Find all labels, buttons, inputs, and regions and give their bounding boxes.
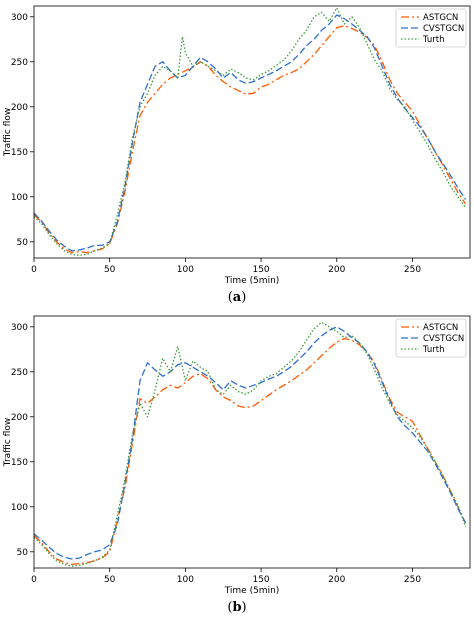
x-tick-label: 50 [104, 575, 116, 585]
series-line-astgcn [33, 337, 467, 566]
x-tick-label: 100 [177, 575, 194, 585]
x-axis-label: Time (5min) [224, 276, 280, 286]
line-chart-a: 0 50 100 150 200 250 50 100 150 200 250 300 Time (5m… [3, 5, 471, 286]
caption-a-letter: a [232, 290, 242, 305]
x-tick-label: 0 [31, 265, 37, 275]
plot-frame [33, 5, 471, 259]
legend-label-turth: Turth [422, 35, 445, 45]
chart-panel-a: 0 50 100 150 200 250 50 100 150 200 250 300 Time (5m… [0, 0, 474, 310]
series-line-turth [33, 321, 467, 567]
y-tick-label: 250 [11, 58, 28, 68]
legend-label-astgcn: ASTGCN [423, 13, 458, 23]
legend-label-cvstgcn: CVSTGCN [423, 334, 464, 344]
x-tick-label: 200 [328, 575, 345, 585]
caption-b: (b) [227, 600, 247, 615]
y-tick-label: 150 [11, 148, 28, 158]
caption-b-letter: b [232, 600, 242, 615]
plot-frame [33, 315, 471, 569]
y-tick-label: 300 [11, 323, 28, 333]
y-axis-label: Traffic flow [3, 418, 13, 467]
y-tick-label: 50 [17, 238, 29, 248]
x-tick-label: 250 [404, 265, 421, 275]
x-tick-label: 250 [404, 575, 421, 585]
legend-label-cvstgcn: CVSTGCN [423, 24, 464, 34]
x-tick-label: 200 [328, 265, 345, 275]
series-line-cvstgcn [33, 14, 467, 252]
y-tick-label: 250 [11, 368, 28, 378]
caption-a: (a) [227, 290, 247, 305]
series-line-turth [33, 7, 467, 256]
x-tick-label: 0 [31, 575, 37, 585]
y-tick-label: 50 [17, 548, 29, 558]
series-line-astgcn [33, 25, 467, 254]
y-tick-label: 150 [11, 458, 28, 468]
legend-box [395, 8, 467, 48]
x-tick-label: 150 [252, 575, 269, 585]
y-tick-label: 300 [11, 13, 28, 23]
y-tick-label: 200 [11, 413, 28, 423]
legend-label-astgcn: ASTGCN [423, 323, 458, 333]
legend-box [395, 318, 467, 358]
y-tick-label: 100 [11, 193, 28, 203]
chart-panel-b: 0 50 100 150 200 250 50 100 150 200 250 300 Time (5m… [0, 310, 474, 621]
x-tick-label: 150 [252, 265, 269, 275]
y-axis-label: Traffic flow [3, 108, 13, 157]
x-tick-label: 50 [104, 265, 116, 275]
series-line-cvstgcn [33, 326, 467, 560]
x-tick-label: 100 [177, 265, 194, 275]
x-axis-label: Time (5min) [224, 586, 280, 596]
line-chart-b: 0 50 100 150 200 250 50 100 150 200 250 300 Time (5m… [3, 315, 471, 596]
y-tick-label: 100 [11, 503, 28, 513]
legend-label-turth: Turth [422, 345, 445, 355]
y-tick-label: 200 [11, 103, 28, 113]
